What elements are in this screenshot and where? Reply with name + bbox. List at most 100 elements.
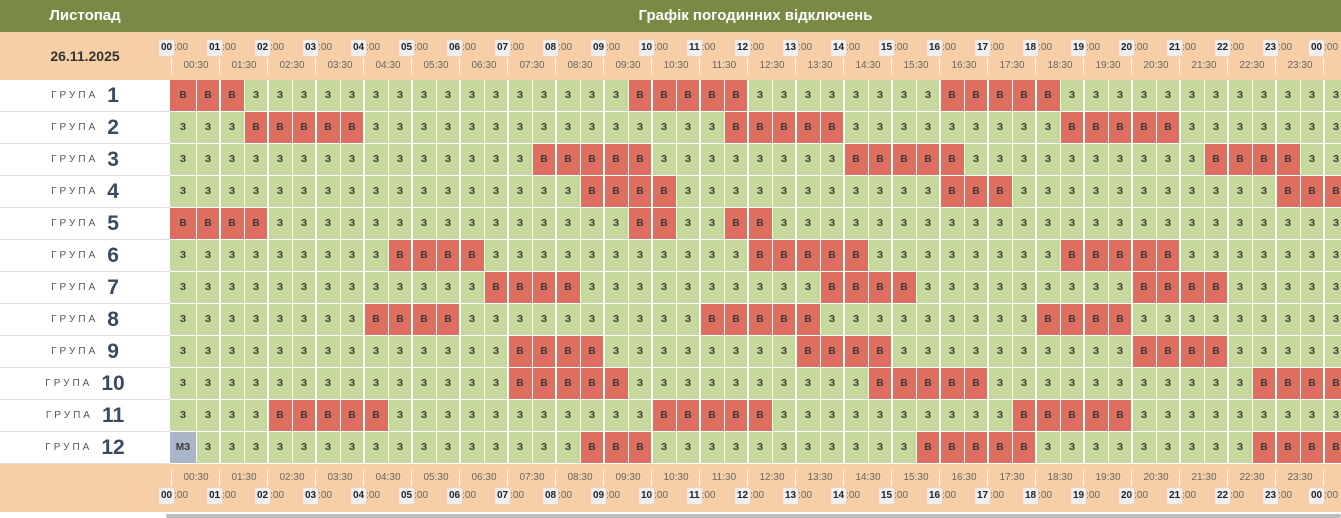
slot-cell: З bbox=[244, 304, 268, 335]
hour-divider bbox=[699, 470, 700, 486]
slot-cell: З bbox=[892, 176, 916, 207]
slot-cell: В bbox=[1012, 432, 1036, 463]
slot-cell: З bbox=[460, 400, 484, 431]
hour-label-suffix: :00 bbox=[990, 42, 1005, 53]
slot-cell: В bbox=[1060, 304, 1084, 335]
hour-divider bbox=[1035, 58, 1036, 74]
slot-cell: З bbox=[170, 272, 196, 303]
scrollbar-thumb[interactable] bbox=[166, 514, 1341, 518]
slot-cell: З bbox=[388, 144, 412, 175]
hour-divider bbox=[1323, 58, 1324, 74]
slot-cell: В bbox=[748, 400, 772, 431]
slot-cell: З bbox=[1300, 240, 1324, 271]
slot-cell: В bbox=[1132, 336, 1156, 367]
slot-cell: З bbox=[340, 272, 364, 303]
hour-label: 06:00 bbox=[447, 488, 476, 504]
hour-divider bbox=[219, 58, 220, 74]
hour-label-value: 01 bbox=[207, 488, 223, 504]
half-hour-label: 22:30 bbox=[1239, 472, 1265, 483]
hour-label: 08:00 bbox=[543, 488, 572, 504]
hour-label-value: 12 bbox=[735, 488, 751, 504]
slot-cell: З bbox=[1108, 432, 1132, 463]
hour-label-value: 19 bbox=[1071, 40, 1087, 56]
slot-cell: В bbox=[316, 112, 340, 143]
slot-cell: З bbox=[244, 336, 268, 367]
half-hour-label: 07:30 bbox=[519, 472, 545, 483]
slot-cell: В bbox=[436, 304, 460, 335]
hour-label-value: 23 bbox=[1263, 40, 1279, 56]
hour-label-suffix: :00 bbox=[1182, 42, 1197, 53]
half-hour-label: 01:30 bbox=[231, 472, 257, 483]
slot-cell: З bbox=[868, 432, 892, 463]
hour-label: 23:00 bbox=[1263, 488, 1292, 504]
half-hour-gridline bbox=[196, 80, 197, 464]
slot-cell: З bbox=[268, 304, 292, 335]
slot-cell: В bbox=[820, 336, 844, 367]
slot-cell: В bbox=[1132, 240, 1156, 271]
hour-label: 17:00 bbox=[975, 40, 1004, 56]
hour-label-suffix: :00 bbox=[1278, 490, 1293, 501]
slot-cell: В bbox=[868, 336, 892, 367]
slot-cell: З bbox=[724, 176, 748, 207]
slot-cell: З bbox=[340, 80, 364, 111]
half-hour-label: 00:30 bbox=[183, 60, 209, 71]
slot-cell: В bbox=[796, 240, 820, 271]
slot-cell: В bbox=[532, 336, 556, 367]
hour-divider bbox=[507, 470, 508, 486]
slot-cell: З bbox=[1180, 432, 1204, 463]
hour-divider bbox=[1131, 470, 1132, 486]
slot-cell: З bbox=[244, 240, 268, 271]
group-number: 11 bbox=[101, 403, 125, 427]
slot-cell: В bbox=[460, 240, 484, 271]
group-number: 4 bbox=[107, 179, 119, 203]
slot-cell: В bbox=[364, 304, 388, 335]
hour-label-suffix: :00 bbox=[606, 490, 621, 501]
slot-cell: З bbox=[1084, 144, 1108, 175]
hour-label-suffix: :00 bbox=[750, 42, 765, 53]
hour-gridline bbox=[507, 80, 509, 464]
hour-label: 00:00 bbox=[159, 40, 188, 56]
hour-label-value: 21 bbox=[1167, 488, 1183, 504]
slot-cell: В bbox=[1324, 368, 1341, 399]
slot-cell: З bbox=[1324, 304, 1341, 335]
half-hour-label: 21:30 bbox=[1191, 60, 1217, 71]
slot-cell: З bbox=[1228, 304, 1252, 335]
slot-cell: З bbox=[892, 400, 916, 431]
slot-cell: З bbox=[364, 272, 388, 303]
slot-cell: З bbox=[196, 112, 220, 143]
hour-label-value: 01 bbox=[207, 40, 223, 56]
slot-cell: З bbox=[388, 176, 412, 207]
slot-cell: В bbox=[170, 80, 196, 111]
slot-cell: З bbox=[580, 112, 604, 143]
hour-label-value: 23 bbox=[1263, 488, 1279, 504]
hour-label-value: 02 bbox=[255, 40, 271, 56]
hour-gridline bbox=[795, 80, 797, 464]
slot-cell: З bbox=[1036, 208, 1060, 239]
hour-divider bbox=[363, 58, 364, 74]
slot-cell: З bbox=[436, 272, 460, 303]
slot-cell: З bbox=[1156, 144, 1180, 175]
slot-cell: В bbox=[964, 368, 988, 399]
hour-gridline bbox=[603, 80, 605, 464]
slot-cell: В bbox=[556, 144, 580, 175]
slot-cell: З bbox=[292, 432, 316, 463]
slot-cell: З bbox=[940, 336, 964, 367]
slot-cell: В bbox=[604, 144, 628, 175]
half-hour-label: 12:30 bbox=[759, 472, 785, 483]
slot-cell: З bbox=[1276, 112, 1300, 143]
slot-cell: З bbox=[412, 208, 436, 239]
slot-cell: З bbox=[892, 432, 916, 463]
slot-cell: З bbox=[292, 304, 316, 335]
slot-cell: З bbox=[532, 80, 556, 111]
slot-cell: З bbox=[316, 336, 340, 367]
horizontal-scrollbar[interactable] bbox=[166, 513, 1341, 518]
hour-label: 16:00 bbox=[927, 488, 956, 504]
slot-cell: В bbox=[580, 176, 604, 207]
outage-grid: ГРУПА 1 В В В З З З З З З З З З З З З З З З З В В В В В З З З З З З З З В В… bbox=[0, 80, 1341, 464]
slot-cell: З bbox=[1252, 336, 1276, 367]
half-hour-gridline bbox=[676, 80, 677, 464]
hour-divider bbox=[555, 470, 556, 486]
slot-cell: З bbox=[868, 400, 892, 431]
slot-cell: З bbox=[700, 112, 724, 143]
slot-cell: З bbox=[868, 208, 892, 239]
